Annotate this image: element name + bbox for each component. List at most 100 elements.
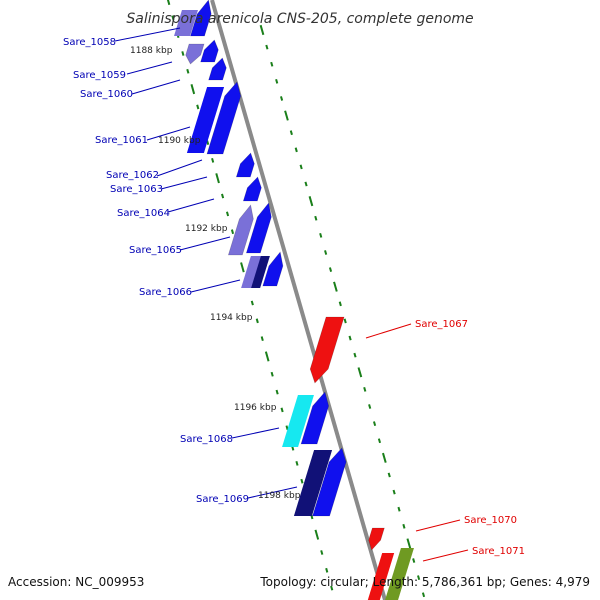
scale-label-1198: 1198 kbp bbox=[258, 491, 301, 501]
gene-sare-1069 bbox=[312, 447, 347, 517]
outer-tick-33 bbox=[421, 592, 426, 598]
tick-marks bbox=[166, 0, 426, 598]
gene-sare-1071 bbox=[385, 548, 414, 600]
leader-line-12 bbox=[415, 519, 461, 532]
gene-label-sare-1068[interactable]: Sare_1068 bbox=[180, 434, 233, 445]
gene-sare-1068-left bbox=[282, 395, 314, 447]
outer-tick-2 bbox=[270, 61, 274, 67]
outer-tick-20 bbox=[357, 367, 363, 378]
outer-tick-22 bbox=[368, 404, 372, 409]
gene-label-sare-1059[interactable]: Sare_1059 bbox=[73, 70, 126, 81]
outer-tick-0 bbox=[259, 24, 265, 36]
gene-features bbox=[174, 0, 414, 600]
gene-sare-1070b bbox=[367, 553, 395, 600]
inner-tick-15 bbox=[240, 262, 245, 273]
outer-tick-1 bbox=[265, 44, 269, 50]
outer-tick-9 bbox=[304, 181, 308, 187]
gene-sare-1059-left bbox=[185, 43, 205, 65]
inner-tick-30 bbox=[314, 529, 320, 540]
leader-line-7 bbox=[179, 236, 231, 251]
outer-tick-13 bbox=[324, 250, 328, 255]
gene-sare-1063 bbox=[242, 176, 262, 202]
inner-tick-19 bbox=[260, 336, 264, 342]
outer-tick-5 bbox=[284, 110, 289, 121]
gene-label-sare-1063[interactable]: Sare_1063 bbox=[110, 184, 163, 195]
gene-label-sare-1067[interactable]: Sare_1067 bbox=[415, 319, 468, 330]
inner-tick-13 bbox=[230, 229, 235, 235]
backbone-line bbox=[210, 0, 387, 600]
gene-sare-1061 bbox=[206, 81, 242, 155]
inner-tick-12 bbox=[225, 211, 230, 217]
scale-label-1196: 1196 kbp bbox=[234, 403, 277, 413]
outer-tick-23 bbox=[372, 421, 377, 427]
outer-tick-26 bbox=[387, 472, 391, 478]
inner-tick-20 bbox=[264, 351, 270, 362]
leader-line-5 bbox=[160, 176, 208, 190]
gene-label-sare-1061[interactable]: Sare_1061 bbox=[95, 135, 148, 146]
leader-line-10 bbox=[231, 427, 280, 439]
outer-tick-28 bbox=[397, 506, 401, 512]
inner-tick-10 bbox=[215, 173, 220, 184]
gene-label-sare-1060[interactable]: Sare_1060 bbox=[80, 89, 133, 100]
gene-label-sare-1071[interactable]: Sare_1071 bbox=[472, 546, 525, 557]
gene-sare-1061-left bbox=[186, 87, 225, 153]
scale-label-1192: 1192 kbp bbox=[185, 224, 228, 234]
inner-tick-24 bbox=[285, 425, 289, 431]
genome-backbone bbox=[210, 0, 387, 600]
leader-line-13 bbox=[422, 549, 469, 562]
outer-tick-12 bbox=[319, 232, 323, 238]
gene-sare-1070 bbox=[368, 527, 385, 551]
outer-tick-21 bbox=[363, 387, 367, 392]
leader-line-1 bbox=[126, 61, 173, 75]
inner-tick-31 bbox=[320, 550, 324, 555]
outer-tick-31 bbox=[412, 558, 416, 563]
gene-label-sare-1064[interactable]: Sare_1064 bbox=[117, 208, 170, 219]
leader-line-6 bbox=[167, 198, 215, 213]
gene-sare-1058b bbox=[190, 0, 212, 37]
scale-label-1188: 1188 kbp bbox=[130, 46, 173, 56]
gene-sare-1059 bbox=[200, 39, 219, 63]
inner-tick-1 bbox=[171, 15, 175, 21]
outer-tick-6 bbox=[289, 130, 293, 136]
gene-label-sare-1065[interactable]: Sare_1065 bbox=[129, 245, 182, 256]
outer-tick-32 bbox=[417, 575, 421, 581]
inner-tick-33 bbox=[330, 585, 334, 591]
gene-sare-1066 bbox=[262, 251, 284, 287]
scale-label-1190: 1190 kbp bbox=[158, 136, 201, 146]
outer-tick-15 bbox=[333, 281, 338, 292]
gene-sare-1068 bbox=[300, 391, 329, 445]
gene-label-sare-1070[interactable]: Sare_1070 bbox=[464, 515, 517, 526]
gene-label-sare-1069[interactable]: Sare_1069 bbox=[196, 494, 249, 505]
leader-line-3 bbox=[146, 126, 191, 141]
outer-tick-29 bbox=[402, 523, 406, 529]
gene-sare-1058-body bbox=[174, 10, 198, 36]
gene-label-sare-1058[interactable]: Sare_1058 bbox=[63, 37, 116, 48]
gene-label-sare-1066[interactable]: Sare_1066 bbox=[139, 287, 192, 298]
inner-tick-4 bbox=[186, 68, 190, 74]
outer-tick-27 bbox=[392, 489, 396, 495]
inner-tick-3 bbox=[181, 51, 185, 56]
map-title: Salinispora arenicola CNS-205, complete … bbox=[126, 11, 473, 27]
accession-label: Accession: NC_009953 bbox=[8, 575, 144, 589]
outer-tick-16 bbox=[338, 301, 342, 307]
outer-tick-18 bbox=[348, 335, 352, 341]
genome-summary: Topology: circular; Length: 5,786,361 bp… bbox=[259, 575, 590, 589]
inner-tick-5 bbox=[190, 84, 196, 95]
outer-tick-11 bbox=[314, 215, 318, 221]
scale-label-1194: 1194 kbp bbox=[210, 313, 253, 323]
gene-sare-1060 bbox=[208, 57, 227, 81]
leader-line-9 bbox=[365, 323, 412, 339]
inner-tick-6 bbox=[196, 104, 200, 110]
outer-tick-14 bbox=[328, 267, 333, 272]
gene-sare-1069-left bbox=[293, 450, 333, 516]
inner-tick-23 bbox=[280, 407, 284, 413]
inner-tick-11 bbox=[221, 193, 225, 199]
gene-label-sare-1062[interactable]: Sare_1062 bbox=[106, 170, 159, 181]
label-leader-lines bbox=[114, 27, 469, 562]
inner-tick-18 bbox=[255, 318, 259, 324]
gene-sare-1064-left bbox=[227, 204, 254, 256]
gene-sare-1065-left bbox=[241, 256, 263, 288]
leader-line-8 bbox=[190, 279, 241, 293]
inner-tick-21 bbox=[270, 371, 274, 377]
